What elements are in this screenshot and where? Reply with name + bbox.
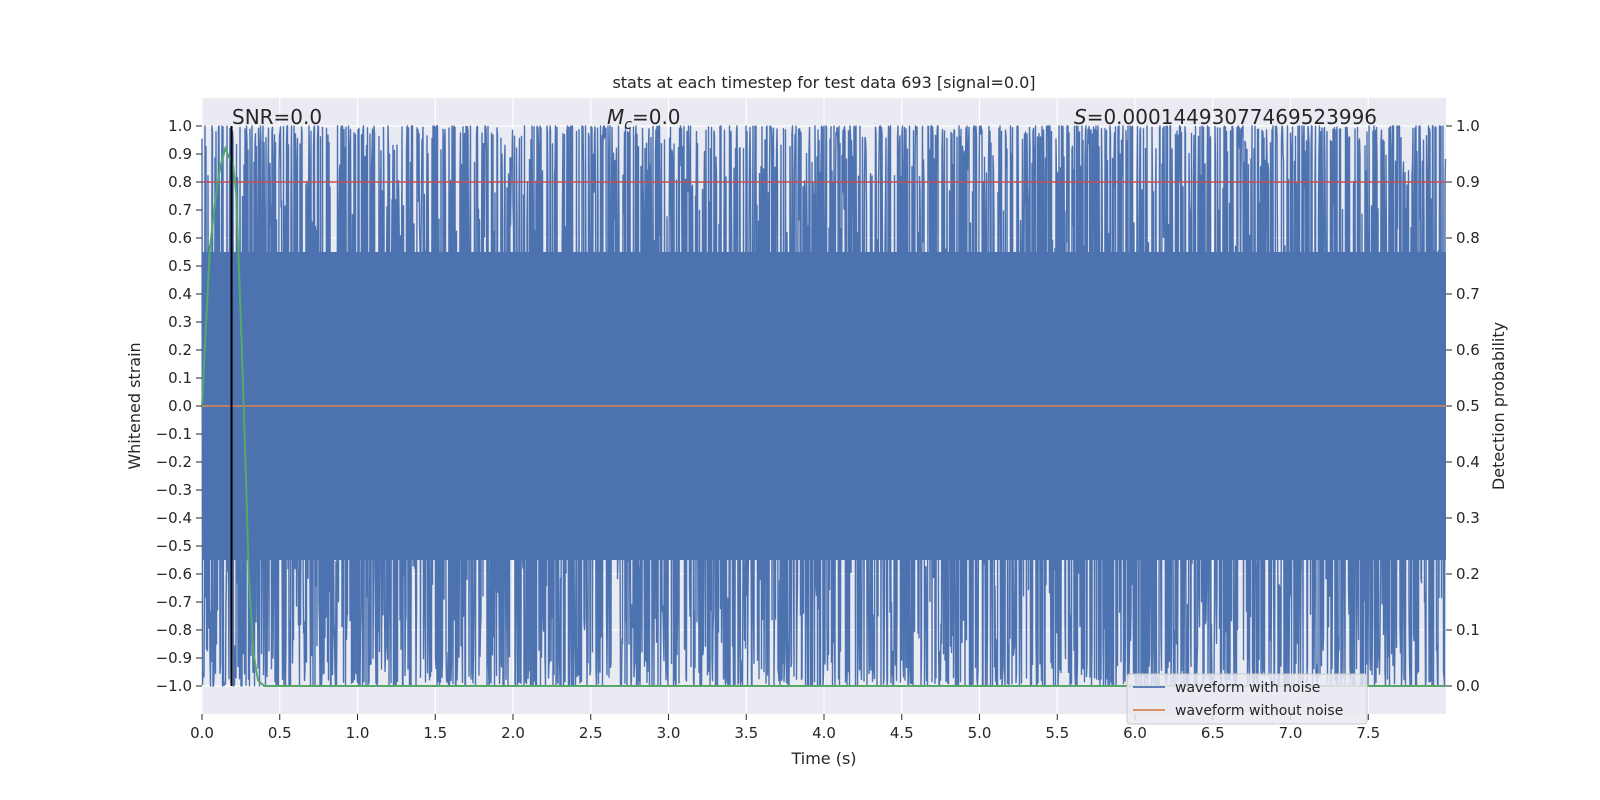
chart-title: stats at each timestep for test data 693… (612, 73, 1035, 92)
y-left-tick-label: −0.7 (156, 593, 192, 611)
chirp-mass-symbol: M (607, 105, 624, 129)
y-left-tick-label: −0.1 (156, 425, 192, 443)
y-right-tick-label: 0.4 (1456, 453, 1480, 471)
y-left-tick-label: 0.2 (168, 341, 192, 359)
score-symbol: S (1074, 105, 1087, 129)
x-tick-label: 7.0 (1279, 724, 1303, 742)
x-tick-label: 2.5 (579, 724, 603, 742)
snr-annotation: SNR=0.0 (232, 105, 322, 129)
y-right-tick-label: 0.9 (1456, 173, 1480, 191)
x-axis-label: Time (s) (790, 749, 856, 768)
y-left-tick-label: 0.1 (168, 369, 192, 387)
y-left-tick-label: −0.4 (156, 509, 192, 527)
y-left-tick-label: −0.6 (156, 565, 192, 583)
y-left-tick-label: −0.9 (156, 649, 192, 667)
y-right-tick-label: 0.8 (1456, 229, 1480, 247)
y-left-tick-label: 0.3 (168, 313, 192, 331)
x-tick-label: 6.5 (1201, 724, 1225, 742)
y-left-tick-label: −0.3 (156, 481, 192, 499)
x-tick-label: 0.5 (268, 724, 292, 742)
y-left-tick-label: 0.6 (168, 229, 192, 247)
y-right-tick-label: 1.0 (1456, 117, 1480, 135)
y-left-tick-label: 0.0 (168, 397, 192, 415)
x-axis-ticks: 0.0 0.5 1.0 1.5 2.0 2.5 3.0 3.5 4.0 4.5 5.0 5.5 6.0 6… (190, 714, 1380, 742)
chirp-mass-value: =0.0 (632, 105, 681, 129)
x-tick-label: 0.0 (190, 724, 214, 742)
y-right-tick-label: 0.7 (1456, 285, 1480, 303)
x-tick-label: 1.5 (423, 724, 447, 742)
y-left-tick-label: 0.9 (168, 145, 192, 163)
y-axis-left-ticks: 1.0 0.9 0.8 0.7 0.6 0.5 0.4 0.3 0.2 0.1 0.0 −0.1 −0.… (156, 117, 202, 695)
x-tick-label: 5.5 (1045, 724, 1069, 742)
chirp-mass-annotation: Mc=0.0 (607, 105, 681, 133)
chirp-mass-subscript: c (624, 117, 632, 133)
y-left-tick-label: 1.0 (168, 117, 192, 135)
x-tick-label: 7.5 (1356, 724, 1380, 742)
legend-label-noise: waveform with noise (1175, 680, 1320, 696)
y-axis-left-label: Whitened strain (125, 342, 144, 469)
legend-label-clean: waveform without noise (1175, 703, 1343, 719)
legend: waveform with noise waveform without noi… (1126, 673, 1368, 725)
x-tick-label: 2.0 (501, 724, 525, 742)
y-left-tick-label: −0.2 (156, 453, 192, 471)
x-tick-label: 3.0 (657, 724, 681, 742)
x-tick-label: 3.5 (734, 724, 758, 742)
x-tick-label: 1.0 (346, 724, 370, 742)
y-right-tick-label: 0.1 (1456, 621, 1480, 639)
x-tick-label: 5.0 (968, 724, 992, 742)
y-left-tick-label: −1.0 (156, 677, 192, 695)
score-value: =0.00014493077469523996 (1087, 105, 1377, 129)
y-right-tick-label: 0.5 (1456, 397, 1480, 415)
y-axis-right-label: Detection probability (1489, 322, 1508, 490)
y-right-tick-label: 0.0 (1456, 677, 1480, 695)
y-left-tick-label: 0.5 (168, 257, 192, 275)
x-tick-label: 4.5 (890, 724, 914, 742)
x-tick-label: 4.0 (812, 724, 836, 742)
x-tick-label: 6.0 (1123, 724, 1147, 742)
score-annotation: S=0.00014493077469523996 (1074, 105, 1377, 129)
y-left-tick-label: 0.7 (168, 201, 192, 219)
y-left-tick-label: −0.5 (156, 537, 192, 555)
y-axis-right-ticks: 1.0 0.9 0.8 0.7 0.6 0.5 0.4 0.3 0.2 0.1 0.0 (1446, 117, 1480, 695)
detection-probability-series (201, 145, 1446, 687)
legend-box (1126, 673, 1368, 725)
y-right-tick-label: 0.2 (1456, 565, 1480, 583)
y-left-tick-label: 0.8 (168, 173, 192, 191)
y-right-tick-label: 0.6 (1456, 341, 1480, 359)
y-left-tick-label: −0.8 (156, 621, 192, 639)
y-right-tick-label: 0.3 (1456, 509, 1480, 527)
y-left-tick-label: 0.4 (168, 285, 192, 303)
